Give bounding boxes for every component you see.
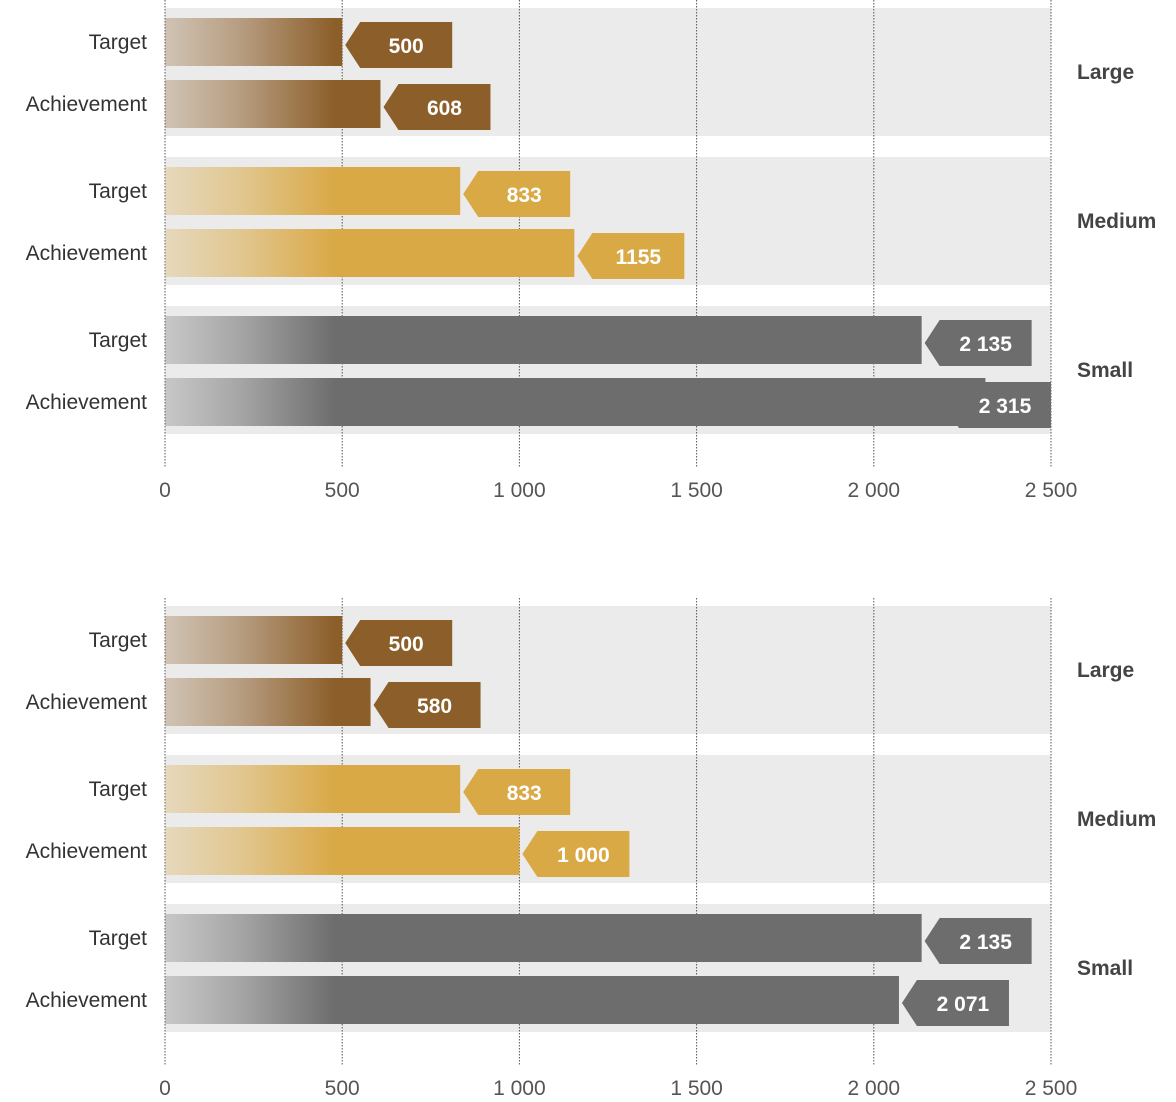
x-tick-label: 1 000 [493,479,546,502]
value-label: 833 [507,782,542,805]
bar-category-label: Achievement [26,93,148,116]
bar-category-label: Achievement [26,840,148,863]
bar-category-label: Achievement [26,242,148,265]
bar-category-label: Target [89,31,148,54]
x-tick-label: 1 500 [670,1077,723,1100]
bar-category-label: Target [89,329,148,352]
chart-top-svg: 0 500 1 000 1 500 2 000 2 500 Target 500 Achieve… [0,0,1176,520]
value-label: 1155 [616,246,662,269]
x-tick-label: 2 500 [1025,1077,1078,1100]
group-label: Small [1077,359,1133,382]
value-label: 2 315 [979,395,1032,418]
group-label: Large [1077,659,1134,682]
value-label: 500 [389,35,424,58]
bar [165,976,899,1024]
bar [165,678,371,726]
bar [165,827,519,875]
group-label: Medium [1077,808,1156,831]
bar-category-label: Target [89,629,148,652]
x-tick-label: 1 000 [493,1077,546,1100]
bar [165,316,922,364]
x-tick-label: 0 [159,1077,171,1100]
bar-category-label: Achievement [26,989,148,1012]
x-tick-label: 1 500 [670,479,723,502]
value-label: 2 135 [959,333,1012,356]
chart-bottom: 0 500 1 000 1 500 2 000 2 500 Target 500 Achieve… [0,598,1176,1102]
value-label: 833 [507,184,542,207]
bar [165,229,574,277]
bar [165,80,380,128]
chart-top: 0 500 1 000 1 500 2 000 2 500 Target 500 Achieve… [0,0,1176,520]
group-label: Small [1077,957,1133,980]
value-label: 580 [417,695,452,718]
group-label: Medium [1077,210,1156,233]
group-label: Large [1077,61,1134,84]
bar-category-label: Target [89,180,148,203]
bar [165,378,985,426]
x-tick-label: 2 000 [848,1077,901,1100]
bar-category-label: Target [89,778,148,801]
chart-bottom-svg: 0 500 1 000 1 500 2 000 2 500 Target 500 Achieve… [0,598,1176,1102]
x-tick-label: 2 000 [848,479,901,502]
bar [165,765,460,813]
bar [165,914,922,962]
bar [165,616,342,664]
value-label: 500 [389,633,424,656]
x-tick-label: 0 [159,479,171,502]
bar [165,18,342,66]
bar-category-label: Target [89,927,148,950]
x-tick-label: 2 500 [1025,479,1078,502]
x-tick-label: 500 [325,1077,360,1100]
bar-category-label: Achievement [26,391,148,414]
value-label: 2 071 [937,993,990,1016]
value-label: 1 000 [557,844,610,867]
bar [165,167,460,215]
bar-category-label: Achievement [26,691,148,714]
x-tick-label: 500 [325,479,360,502]
value-label: 2 135 [959,931,1012,954]
value-label: 608 [427,97,462,120]
